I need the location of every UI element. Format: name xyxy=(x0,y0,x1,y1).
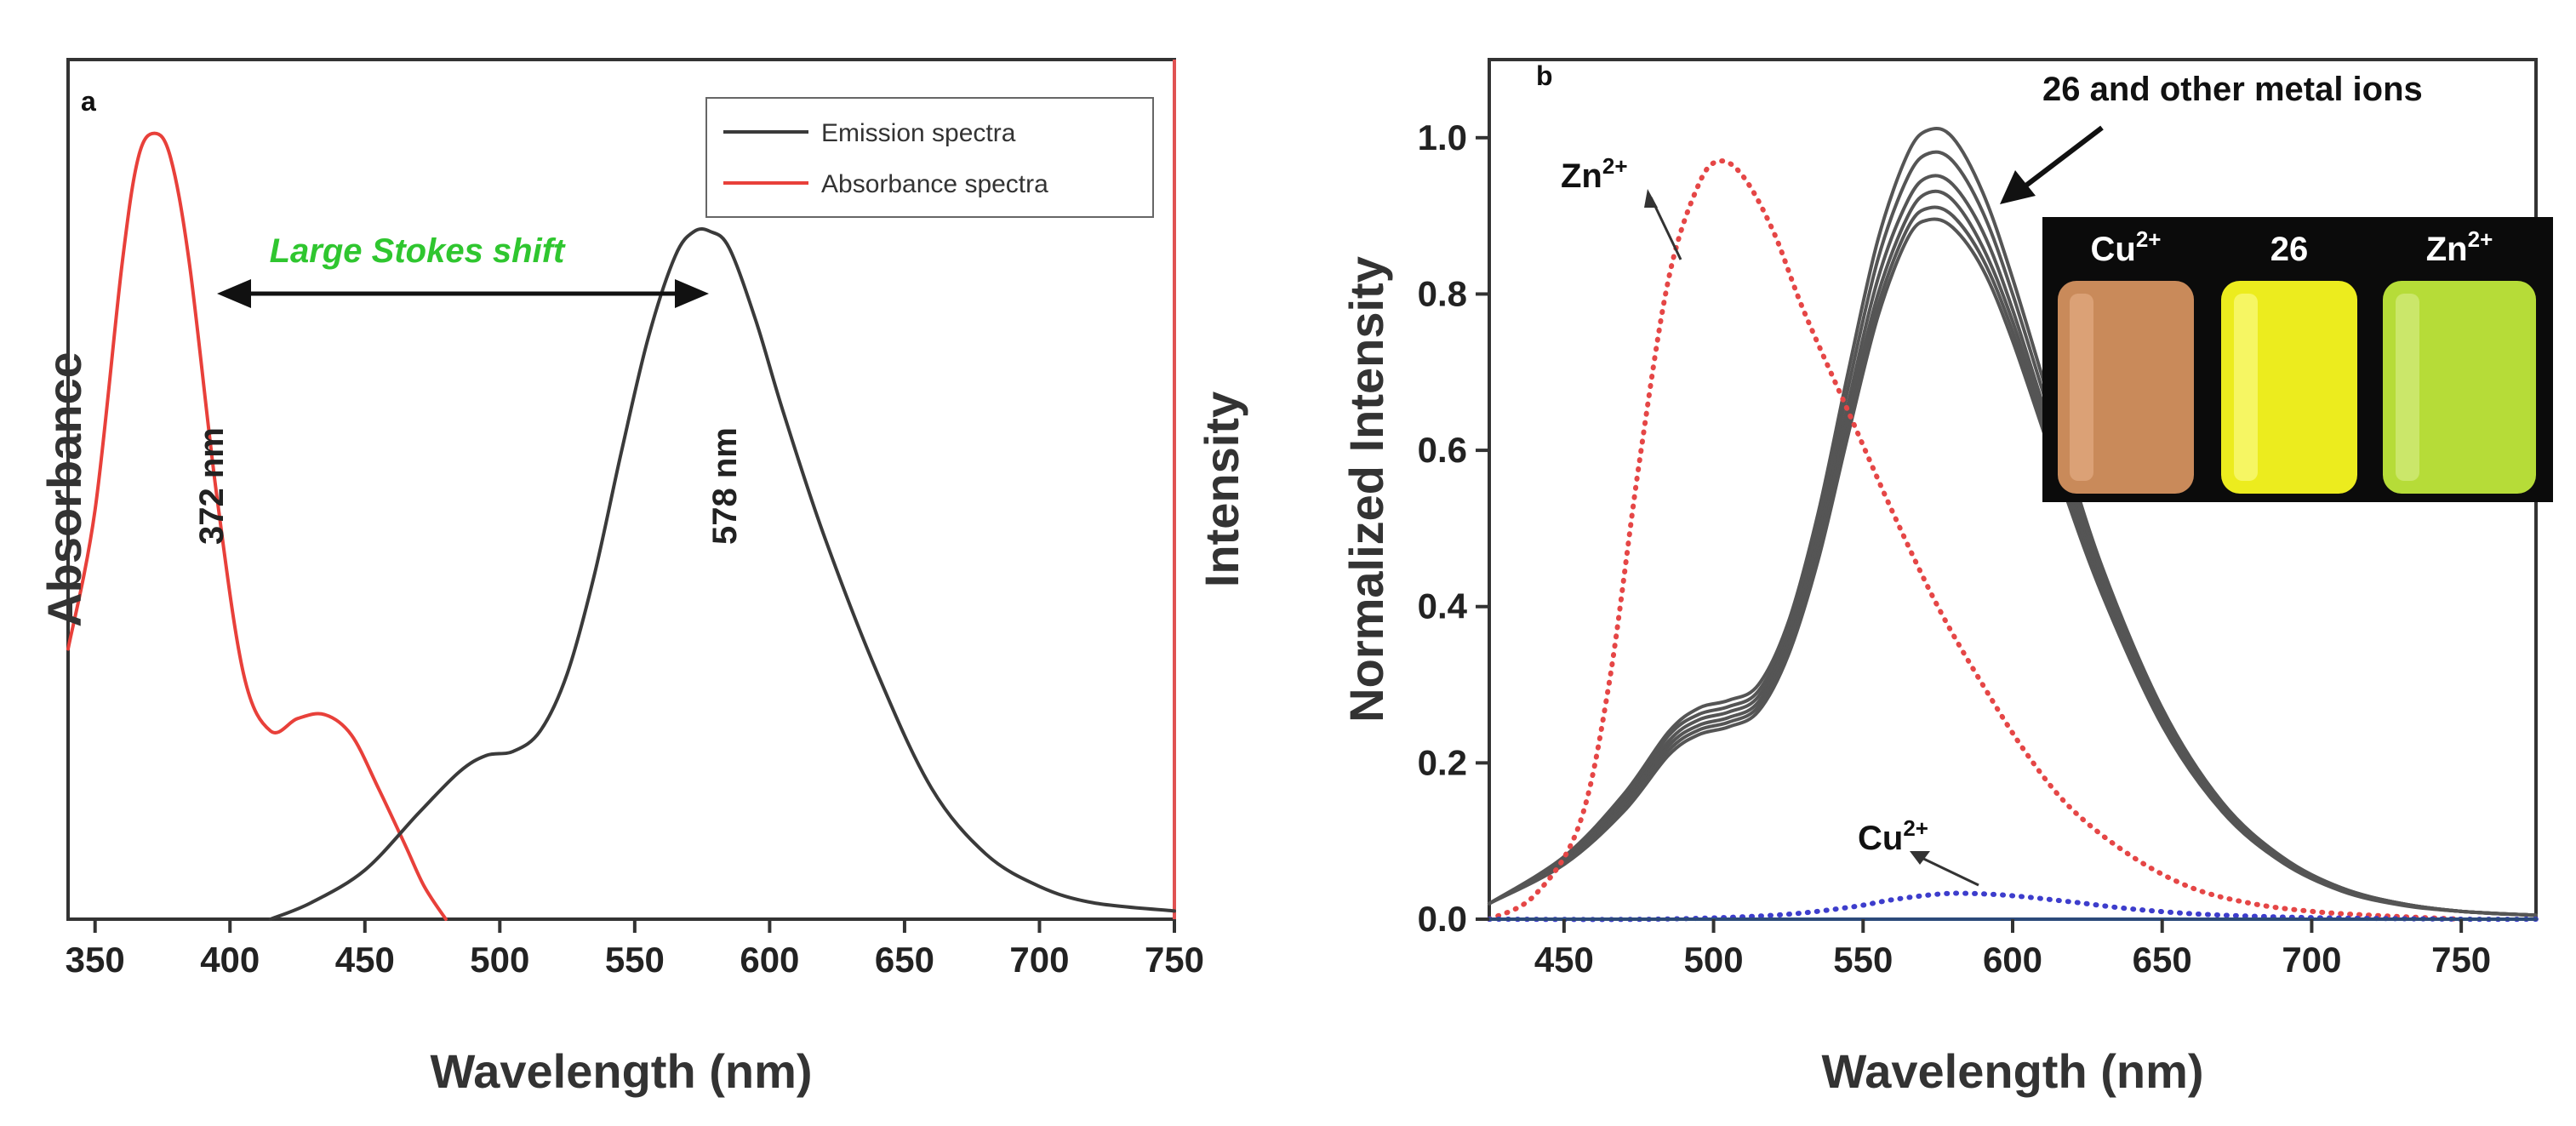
panel-a-letter: a xyxy=(81,86,96,117)
panel-a-xtick-label-650: 650 xyxy=(875,940,934,980)
panel-b-xtick-label-650: 650 xyxy=(2133,940,2192,980)
panel-b-xtick-label-600: 600 xyxy=(1983,940,2042,980)
panel-b-ticks-layer: 450 500 550 600 650 700 750 0.0 0.2 0.4 0.6 0.8 1.0 xyxy=(1418,117,2492,980)
panel-a-ticks-layer: 350 400 450 500 550 600 650 700 750 xyxy=(66,919,1204,980)
panel-b-x-title: Wavelength (nm) xyxy=(1821,1044,2203,1098)
panel-a-y2-title: Intensity xyxy=(1195,392,1248,587)
panel-b-y-title: Normalized Intensity xyxy=(1339,256,1393,723)
panel-b-series-other-metal-ion-5 xyxy=(1488,217,2538,917)
panel-a-xtick-label-550: 550 xyxy=(605,940,665,980)
zn-annotation-arrow xyxy=(1644,189,1682,260)
panel-b-letter: b xyxy=(1536,60,1553,91)
panel-b-ytick-label-0.4: 0.4 xyxy=(1418,586,1468,626)
panel-b-series-layer xyxy=(1487,126,2539,923)
vial-zn xyxy=(2383,281,2536,494)
panel-b-xtick-label-500: 500 xyxy=(1684,940,1744,980)
inset-vials-photo: Cu2+ 26 Zn2+ xyxy=(2042,217,2553,502)
panel-a-xtick-label-700: 700 xyxy=(1009,940,1069,980)
metal-ions-label: 26 and other metal ions xyxy=(2042,71,2423,108)
panel-b: b 450 500 550 600 650 700 750 0.0 0.2 0.4 0.6 0.8 1.… xyxy=(1339,58,2553,1098)
panel-a-legend: Emission spectra Absorbance spectra xyxy=(705,97,1154,218)
panel-b-ytick-label-0.6: 0.6 xyxy=(1418,430,1467,470)
legend-absorbance-label: Absorbance spectra xyxy=(821,170,1048,198)
panel-a-series-emission-spectra xyxy=(268,226,1176,921)
panel-b-xtick-label-700: 700 xyxy=(2282,940,2341,980)
panel-a-series-layer xyxy=(66,131,1176,921)
panel-b-ytick-label-0.8: 0.8 xyxy=(1418,273,1467,313)
panel-b-xtick-label-450: 450 xyxy=(1534,940,1594,980)
panel-a-xtick-label-500: 500 xyxy=(470,940,529,980)
stokes-shift-arrow xyxy=(217,279,709,308)
panel-a-xtick-label-600: 600 xyxy=(740,940,799,980)
panel-a-xtick-label-750: 750 xyxy=(1145,940,1204,980)
panel-a-x-title: Wavelength (nm) xyxy=(430,1044,812,1098)
panel-a-series-absorbance-spectra xyxy=(66,131,448,921)
panel-a-y-title: Absorbance xyxy=(37,352,91,627)
vial-26-label: 26 xyxy=(2270,231,2309,268)
metal-ions-arrow xyxy=(2000,125,2104,204)
panel-a-xtick-label-400: 400 xyxy=(200,940,260,980)
panel-a-xtick-label-450: 450 xyxy=(335,940,395,980)
panel-b-ytick-label-0.0: 0.0 xyxy=(1418,899,1467,939)
em-peak-label: 578 nm xyxy=(706,427,744,545)
panel-a: a Emission spectra Absorbance spectra 35… xyxy=(37,58,1248,1098)
legend-emission-label: Emission spectra xyxy=(821,119,1016,147)
stokes-shift-label: Large Stokes shift xyxy=(270,232,566,270)
panel-b-ytick-label-0.2: 0.2 xyxy=(1418,742,1467,782)
panel-b-ytick-label-1.0: 1.0 xyxy=(1418,117,1467,157)
panel-b-series-zn2 xyxy=(1487,158,2465,922)
panel-a-xtick-label-350: 350 xyxy=(66,940,125,980)
abs-peak-label: 372 nm xyxy=(193,427,231,545)
panel-b-xtick-label-750: 750 xyxy=(2431,940,2491,980)
panel-b-xtick-label-550: 550 xyxy=(1833,940,1893,980)
cu-annotation-arrow xyxy=(1910,851,1979,887)
